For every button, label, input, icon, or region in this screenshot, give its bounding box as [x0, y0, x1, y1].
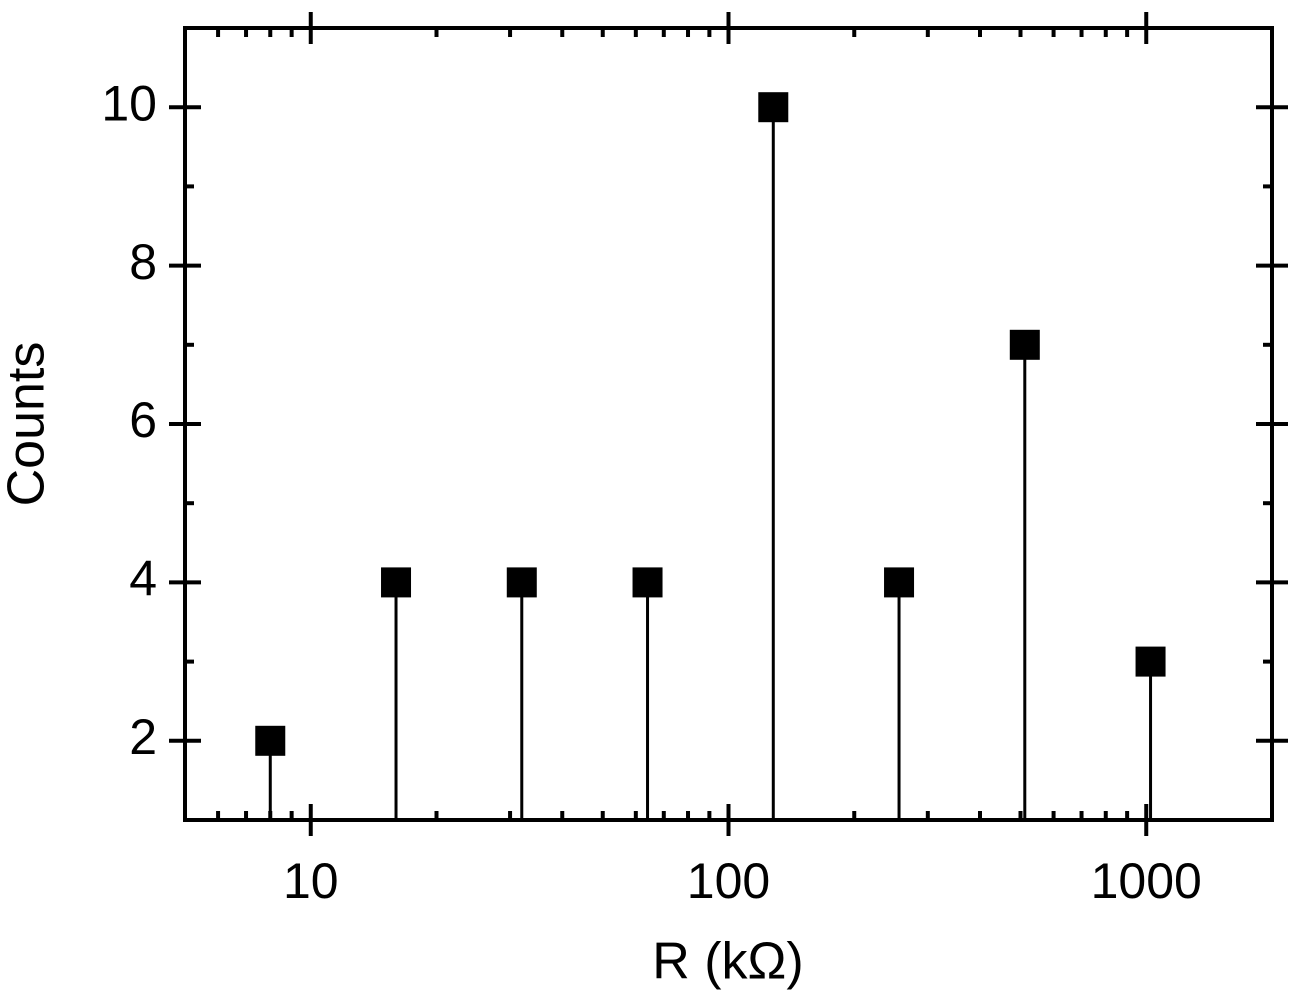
marker [1009, 329, 1040, 360]
y-tick-label: 8 [129, 234, 157, 290]
y-tick-label: 2 [129, 709, 157, 765]
marker [255, 725, 286, 756]
x-axis-title: R (kΩ) [652, 933, 804, 991]
x-tick-label: 10 [283, 853, 339, 909]
marker [1135, 646, 1166, 677]
marker [632, 567, 663, 598]
x-tick-label: 1000 [1091, 853, 1202, 909]
marker [884, 567, 915, 598]
x-tick-label: 100 [687, 853, 770, 909]
plot-frame [183, 26, 1274, 822]
marker [758, 92, 789, 123]
y-tick-label: 4 [129, 551, 157, 607]
marker [506, 567, 537, 598]
y-axis-title: Counts [0, 342, 56, 507]
y-tick-label: 6 [129, 392, 157, 448]
marker [381, 567, 412, 598]
y-tick-label: 10 [101, 75, 157, 131]
